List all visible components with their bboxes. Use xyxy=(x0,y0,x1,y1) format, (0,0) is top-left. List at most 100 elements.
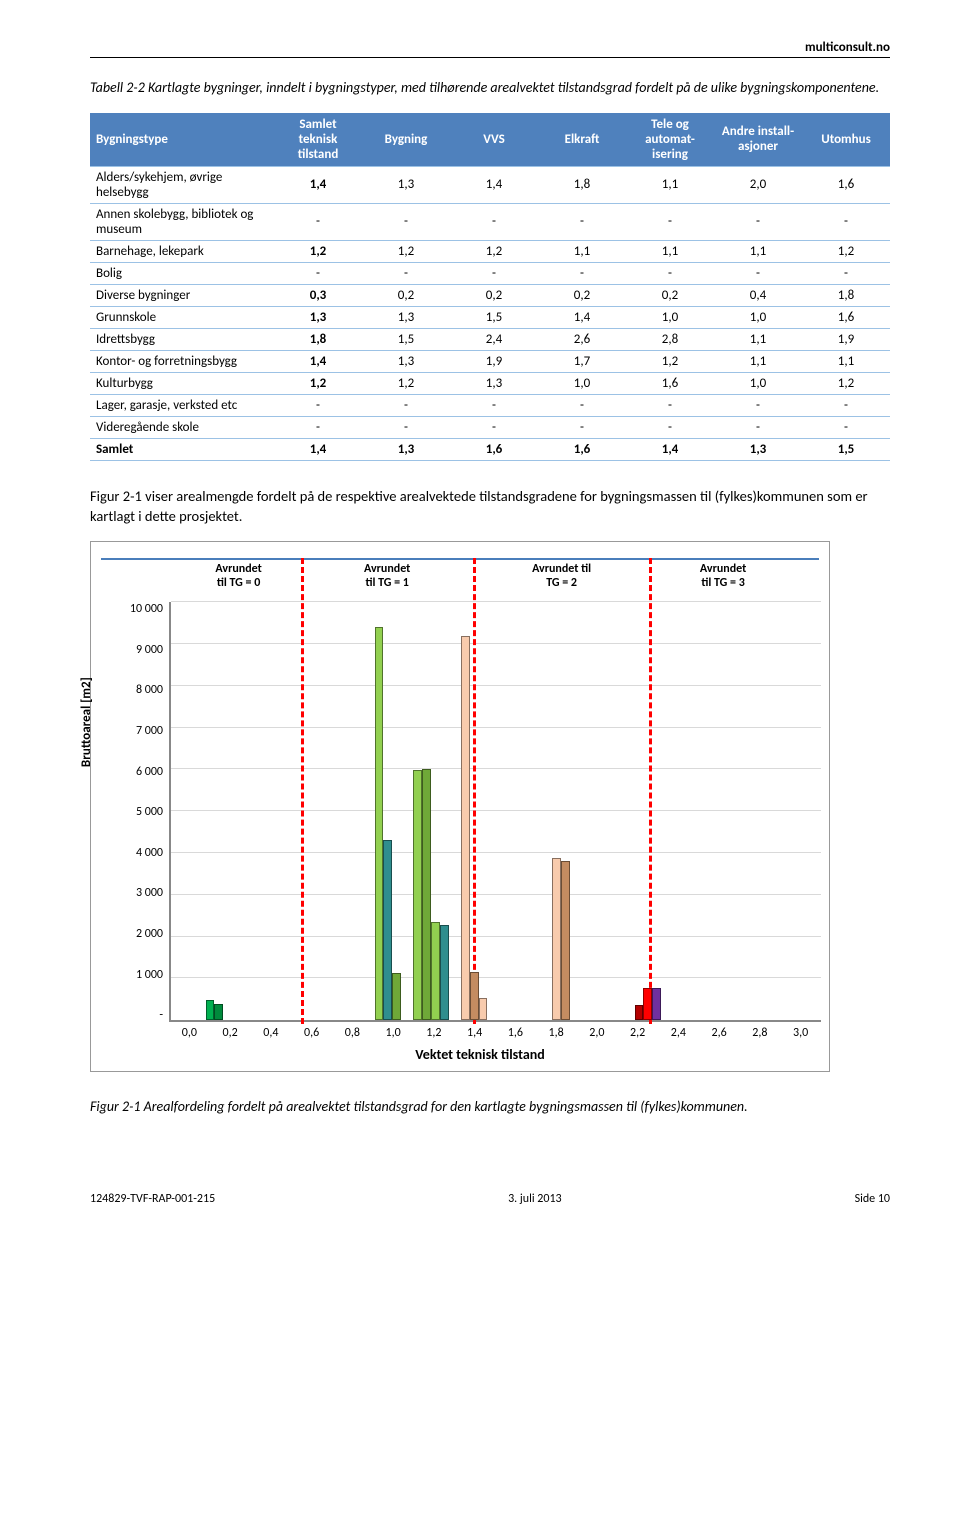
bar xyxy=(552,858,561,1020)
region-divider xyxy=(473,558,476,1024)
table-cell: 1,6 xyxy=(626,372,714,394)
table-cell: 1,2 xyxy=(274,372,362,394)
table-cell: 1,7 xyxy=(538,350,626,372)
table-cell: 1,4 xyxy=(274,438,362,460)
table-cell: 0,2 xyxy=(626,284,714,306)
table-caption: Tabell 2-2 Kartlagte bygninger, inndelt … xyxy=(90,78,890,98)
table-cell: Diverse bygninger xyxy=(90,284,274,306)
bar xyxy=(431,922,440,1021)
x-axis-label: Vektet teknisk tilstand xyxy=(99,1046,821,1063)
table-cell: - xyxy=(362,416,450,438)
table-cell: - xyxy=(450,203,538,240)
table-cell: 1,6 xyxy=(450,438,538,460)
table-cell: 1,0 xyxy=(538,372,626,394)
table-header: Bygningstype xyxy=(90,113,274,167)
bar xyxy=(643,988,652,1021)
page-footer: 124829-TVF-RAP-001-215 3. juli 2013 Side… xyxy=(0,1152,960,1246)
table-cell: 1,1 xyxy=(714,328,802,350)
footer-right: Side 10 xyxy=(855,1192,890,1206)
page-header: multiconsult.no xyxy=(90,40,890,57)
bar xyxy=(375,627,384,1020)
table-cell: 2,6 xyxy=(538,328,626,350)
table-cell: Annen skolebygg, bibliotek og museum xyxy=(90,203,274,240)
table-cell: 0,4 xyxy=(714,284,802,306)
table-cell: - xyxy=(362,262,450,284)
table-cell: 1,8 xyxy=(274,328,362,350)
region-label: Avrundet til TG = 1 xyxy=(342,562,432,590)
table-cell: - xyxy=(274,394,362,416)
table-cell: 1,6 xyxy=(802,166,890,203)
table-cell: 1,8 xyxy=(802,284,890,306)
table-cell: - xyxy=(714,203,802,240)
table-cell: 1,3 xyxy=(714,438,802,460)
table-cell: - xyxy=(626,203,714,240)
bar xyxy=(561,861,570,1021)
bar xyxy=(422,769,431,1020)
table-cell: - xyxy=(450,262,538,284)
table-cell: - xyxy=(362,203,450,240)
table-cell: - xyxy=(274,262,362,284)
x-axis: 0,00,20,40,60,81,01,21,41,61,82,02,22,42… xyxy=(99,1026,821,1040)
table-cell: 1,3 xyxy=(450,372,538,394)
table-cell: - xyxy=(362,394,450,416)
table-cell: Lager, garasje, verksted etc xyxy=(90,394,274,416)
table-cell: 1,2 xyxy=(362,372,450,394)
table-cell: 1,9 xyxy=(802,328,890,350)
table-cell: 2,0 xyxy=(714,166,802,203)
table-cell: 1,0 xyxy=(714,372,802,394)
table-cell: 1,2 xyxy=(362,240,450,262)
bar xyxy=(479,998,488,1020)
table-cell: 1,2 xyxy=(802,240,890,262)
table-cell: Videregående skole xyxy=(90,416,274,438)
table-cell: - xyxy=(626,416,714,438)
table-cell: 1,2 xyxy=(802,372,890,394)
table-cell: 1,3 xyxy=(362,438,450,460)
table-cell: 1,3 xyxy=(362,350,450,372)
table-cell: - xyxy=(274,203,362,240)
table-cell: 1,2 xyxy=(450,240,538,262)
table-cell: 2,4 xyxy=(450,328,538,350)
table-cell: - xyxy=(802,416,890,438)
bar xyxy=(392,973,401,1020)
table-cell: 1,0 xyxy=(626,306,714,328)
y-axis: 10 0009 0008 0007 0006 0005 0004 0003 00… xyxy=(99,602,169,1022)
table-cell: - xyxy=(714,394,802,416)
table-cell: 1,1 xyxy=(714,240,802,262)
table-cell: - xyxy=(714,416,802,438)
table-cell: 1,4 xyxy=(626,438,714,460)
table-header: Bygning xyxy=(362,113,450,167)
bar xyxy=(461,636,470,1021)
table-cell: Grunnskole xyxy=(90,306,274,328)
table-cell: Kulturbygg xyxy=(90,372,274,394)
bar xyxy=(470,972,479,1020)
bar xyxy=(206,1000,215,1020)
table-cell: Bolig xyxy=(90,262,274,284)
table-cell: 1,9 xyxy=(450,350,538,372)
table-cell: 1,4 xyxy=(538,306,626,328)
table-cell: 0,3 xyxy=(274,284,362,306)
body-paragraph: Figur 2-1 viser arealmengde fordelt på d… xyxy=(90,486,890,527)
table-cell: 0,2 xyxy=(538,284,626,306)
table-cell: - xyxy=(450,416,538,438)
bar xyxy=(413,770,422,1020)
table-cell: - xyxy=(626,394,714,416)
chart-container: Avrundet til TG = 0Avrundet til TG = 1Av… xyxy=(90,541,830,1072)
table-cell: - xyxy=(450,394,538,416)
footer-center: 3. juli 2013 xyxy=(508,1192,562,1206)
table-cell: - xyxy=(626,262,714,284)
table-cell: 1,3 xyxy=(362,306,450,328)
table-cell: - xyxy=(802,394,890,416)
table-cell: Idrettsbygg xyxy=(90,328,274,350)
figure-caption: Figur 2-1 Arealfordeling fordelt på area… xyxy=(90,1097,890,1117)
region-divider xyxy=(301,558,304,1024)
table-cell: 1,8 xyxy=(538,166,626,203)
table-cell: 1,1 xyxy=(802,350,890,372)
table-cell: Samlet xyxy=(90,438,274,460)
table-cell: 1,3 xyxy=(362,166,450,203)
table-header: Andre install-asjoner xyxy=(714,113,802,167)
y-axis-label: Bruttoareal [m2] xyxy=(79,677,94,767)
table-cell: 1,2 xyxy=(626,350,714,372)
table-cell: - xyxy=(538,203,626,240)
table-cell: 2,8 xyxy=(626,328,714,350)
table-cell: 1,0 xyxy=(714,306,802,328)
